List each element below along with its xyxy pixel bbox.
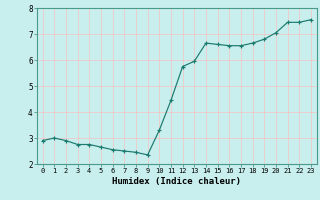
X-axis label: Humidex (Indice chaleur): Humidex (Indice chaleur) — [112, 177, 241, 186]
